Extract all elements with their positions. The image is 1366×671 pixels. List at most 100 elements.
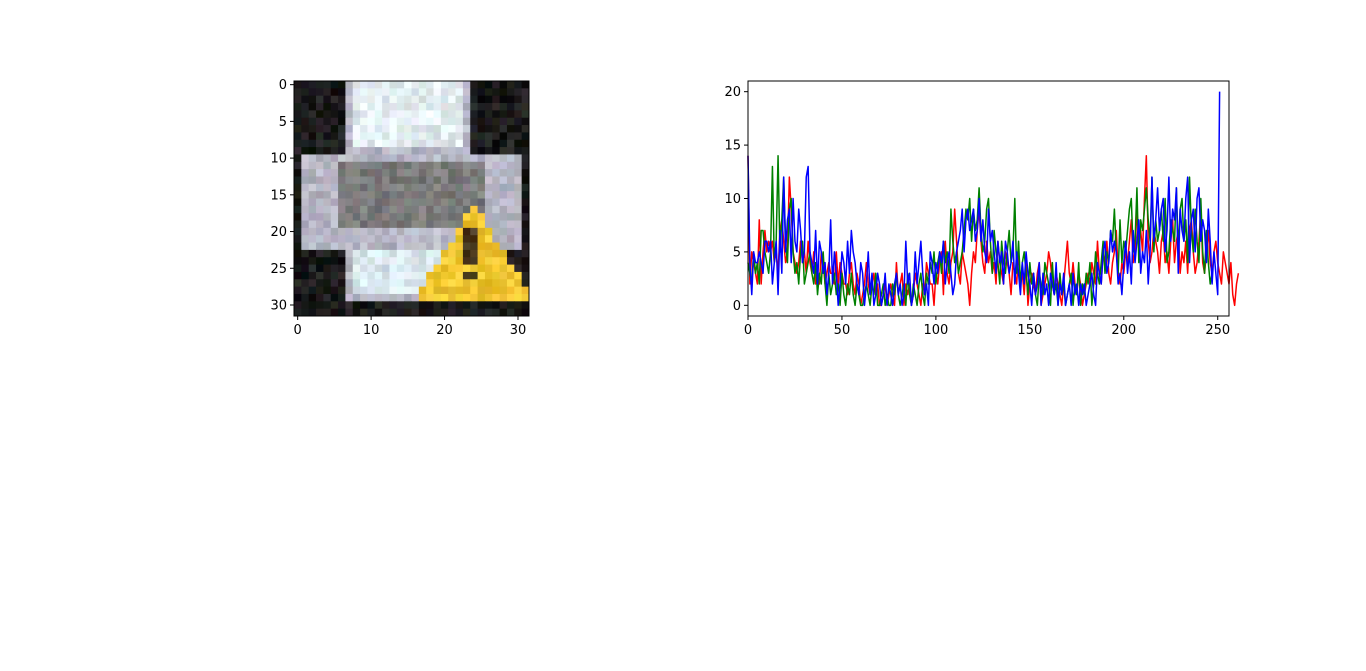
image-pixel bbox=[448, 110, 456, 119]
image-pixel bbox=[418, 132, 427, 141]
image-pixel bbox=[367, 301, 376, 310]
image-pixel bbox=[396, 205, 405, 214]
image-pixel bbox=[477, 242, 486, 251]
image-pixel bbox=[367, 95, 376, 104]
image-pixel bbox=[352, 110, 361, 119]
image-pixel bbox=[411, 286, 420, 295]
image-pixel bbox=[360, 117, 368, 126]
image-pixel bbox=[352, 169, 361, 177]
image-pixel bbox=[360, 227, 368, 236]
image-pixel bbox=[462, 271, 471, 280]
image-pixel bbox=[411, 308, 420, 317]
image-pixel bbox=[316, 264, 324, 273]
image-pixel bbox=[338, 257, 346, 265]
image-pixel bbox=[492, 161, 501, 170]
image-pixel bbox=[389, 154, 398, 163]
image-pixel bbox=[316, 242, 324, 251]
image-pixel bbox=[492, 125, 501, 133]
image-pixel bbox=[374, 88, 383, 97]
image-pixel bbox=[338, 191, 346, 199]
image-pixel bbox=[382, 147, 390, 155]
image-pixel bbox=[345, 132, 354, 141]
image-pixel bbox=[308, 286, 317, 295]
image-pixel bbox=[323, 183, 332, 192]
image-pixel bbox=[352, 242, 361, 251]
image-pixel bbox=[426, 132, 434, 141]
image-pixel bbox=[426, 301, 434, 310]
image-pixel bbox=[462, 110, 471, 119]
image-pixel bbox=[345, 125, 354, 133]
image-pixel bbox=[352, 103, 361, 111]
image-pixel bbox=[294, 264, 302, 273]
image-pixel bbox=[389, 235, 398, 243]
image-pixel bbox=[396, 147, 405, 155]
image-pixel bbox=[316, 293, 324, 302]
image-pixel bbox=[492, 213, 501, 221]
image-pixel bbox=[330, 191, 339, 199]
image-pixel bbox=[433, 132, 442, 141]
image-pixel bbox=[330, 293, 339, 302]
image-pixel bbox=[360, 301, 368, 310]
image-pixel bbox=[294, 279, 302, 288]
image-pixel bbox=[492, 301, 501, 310]
image-pixel bbox=[470, 198, 478, 207]
image-pixel bbox=[470, 161, 478, 170]
image-pixel bbox=[433, 264, 442, 273]
image-pixel bbox=[411, 147, 420, 155]
image-pixel bbox=[301, 176, 310, 185]
image-pixel bbox=[411, 154, 420, 163]
image-pixel bbox=[448, 154, 456, 163]
image-pixel bbox=[338, 161, 346, 170]
image-pixel bbox=[492, 103, 501, 111]
image-pixel bbox=[470, 308, 478, 317]
image-pixel bbox=[345, 220, 354, 229]
image-pixel bbox=[477, 286, 486, 295]
image-pixel bbox=[433, 286, 442, 295]
image-pixel bbox=[521, 169, 530, 177]
image-pixel bbox=[308, 308, 317, 317]
image-pixel bbox=[499, 213, 508, 221]
image-pixel bbox=[323, 161, 332, 170]
image-pixel bbox=[301, 205, 310, 214]
line-y-tick-label: 20 bbox=[724, 85, 741, 100]
image-pixel bbox=[389, 242, 398, 251]
image-pixel bbox=[352, 257, 361, 265]
image-pixel bbox=[470, 183, 478, 192]
image-pixel bbox=[323, 132, 332, 141]
image-pixel bbox=[440, 235, 449, 243]
image-pixel bbox=[484, 191, 493, 199]
line-x-tick-label: 250 bbox=[1205, 323, 1230, 338]
image-pixel bbox=[382, 213, 390, 221]
image-pixel bbox=[404, 308, 412, 317]
image-pixel bbox=[462, 176, 471, 185]
image-pixel bbox=[345, 81, 354, 89]
image-pixel bbox=[455, 139, 464, 148]
image-pixel bbox=[514, 81, 523, 89]
image-pixel bbox=[374, 139, 383, 148]
image-pixel bbox=[462, 103, 471, 111]
image-pixel bbox=[448, 161, 456, 170]
image-pixel bbox=[360, 279, 368, 288]
image-pixel bbox=[330, 139, 339, 148]
image-pixel bbox=[330, 286, 339, 295]
image-pixel bbox=[433, 293, 442, 302]
image-pixel bbox=[389, 301, 398, 310]
image-pixel bbox=[382, 88, 390, 97]
image-pixel bbox=[294, 95, 302, 104]
image-pixel bbox=[477, 279, 486, 288]
image-pixel bbox=[499, 132, 508, 141]
image-pixel bbox=[492, 242, 501, 251]
image-pixel bbox=[440, 279, 449, 288]
image-pixel bbox=[367, 110, 376, 119]
image-pixel bbox=[404, 154, 412, 163]
image-pixel bbox=[506, 176, 515, 185]
image-pixel bbox=[521, 147, 530, 155]
image-pixel bbox=[382, 286, 390, 295]
image-pixel bbox=[396, 191, 405, 199]
image-pixel bbox=[433, 198, 442, 207]
image-pixel bbox=[455, 161, 464, 170]
image-pixel bbox=[352, 198, 361, 207]
image-pixel bbox=[345, 242, 354, 251]
image-pixel bbox=[411, 183, 420, 192]
image-pixel bbox=[345, 213, 354, 221]
